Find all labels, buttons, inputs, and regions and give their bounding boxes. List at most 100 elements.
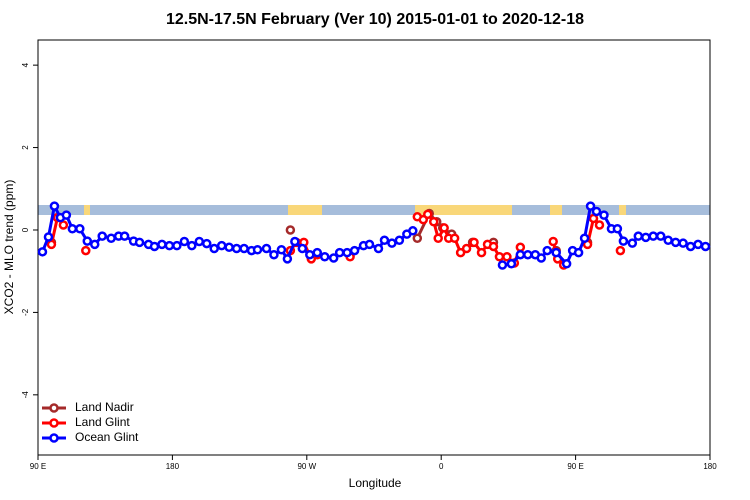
land-patch [619, 205, 626, 215]
point [134, 237, 145, 248]
point [502, 252, 512, 262]
x-axis-label: Longitude [349, 476, 402, 490]
point [276, 245, 287, 255]
point [67, 223, 78, 234]
point [342, 247, 352, 258]
point [379, 235, 390, 246]
point [216, 240, 227, 251]
y-tick-label: 0 [21, 227, 30, 232]
land-patch [288, 205, 322, 215]
point [252, 245, 263, 255]
x-tick-label: 90 E [567, 462, 583, 471]
x-tick-label: 180 [166, 462, 180, 471]
point [209, 243, 219, 254]
point [428, 216, 439, 227]
point [334, 247, 345, 258]
point [81, 245, 91, 256]
point [591, 206, 602, 217]
point [612, 223, 623, 234]
point [46, 239, 57, 250]
point [461, 243, 472, 254]
y-tick-label: -4 [21, 391, 30, 399]
point [469, 237, 479, 248]
point [157, 239, 167, 250]
x-tick-label: 90 W [297, 462, 316, 471]
point [670, 237, 681, 248]
legend-marker [49, 418, 59, 428]
point [239, 243, 249, 254]
point [269, 249, 279, 260]
land-patch [84, 205, 90, 215]
point [97, 231, 107, 241]
point [423, 209, 433, 220]
point [179, 236, 190, 247]
land-patch [550, 205, 562, 215]
y-tick-label: -2 [21, 308, 30, 316]
point [75, 223, 85, 234]
point [82, 236, 93, 246]
point [412, 233, 423, 243]
point [328, 253, 339, 263]
point [408, 226, 418, 236]
point [633, 231, 644, 241]
point [497, 260, 508, 270]
point [523, 249, 533, 260]
point [49, 201, 60, 211]
point [585, 201, 596, 211]
point [364, 239, 375, 250]
point [551, 247, 561, 258]
point [58, 220, 69, 230]
point [599, 210, 609, 220]
point [312, 247, 323, 258]
point [618, 236, 629, 246]
point [488, 241, 499, 252]
point [685, 241, 696, 252]
point [119, 231, 130, 241]
point [89, 239, 100, 250]
point [201, 238, 212, 249]
point [261, 243, 272, 254]
point [149, 241, 160, 252]
point [648, 231, 659, 241]
chart-title: 12.5N-17.5N February (Ver 10) 2015-01-01… [166, 11, 584, 28]
point [573, 247, 584, 258]
x-tick-label: 0 [439, 462, 444, 471]
point [515, 249, 526, 260]
legend-marker [49, 433, 59, 443]
x-tick-label: 180 [703, 462, 717, 471]
point [172, 240, 182, 251]
point [615, 245, 626, 256]
point [693, 239, 703, 250]
point [373, 243, 384, 254]
point [663, 235, 673, 246]
point [194, 236, 205, 247]
point [282, 254, 293, 264]
point [297, 243, 308, 254]
point [536, 253, 547, 263]
point [187, 240, 197, 251]
point [61, 210, 72, 220]
point [579, 233, 590, 243]
point [678, 238, 688, 248]
point [439, 223, 449, 233]
point [455, 247, 466, 258]
legend-label: Ocean Glint [75, 430, 139, 444]
point [106, 233, 116, 243]
point [641, 232, 651, 243]
legend-marker [49, 403, 59, 413]
point [655, 231, 666, 241]
point [231, 243, 242, 254]
point [476, 247, 487, 258]
sea-strip [38, 205, 710, 215]
point [548, 236, 558, 247]
point [433, 233, 443, 243]
point [349, 245, 360, 256]
land-patch [415, 205, 512, 215]
point [43, 232, 54, 242]
legend-label: Land Nadir [75, 400, 134, 414]
point [700, 241, 711, 252]
x-tick-label: 90 E [30, 462, 46, 471]
point [542, 245, 552, 256]
point [561, 259, 572, 269]
